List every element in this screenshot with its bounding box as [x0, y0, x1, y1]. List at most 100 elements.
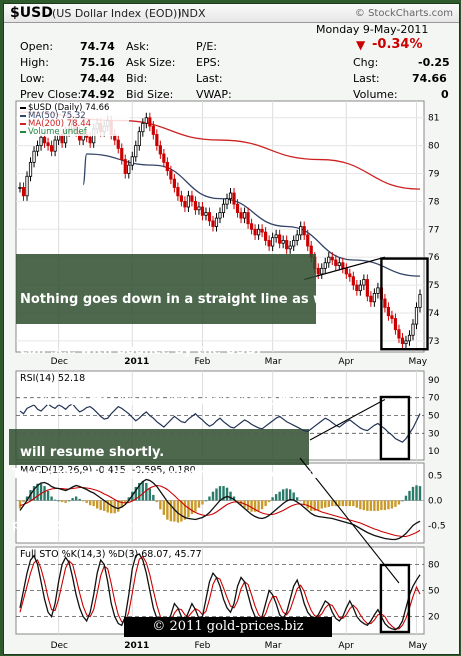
- candle-body: [358, 284, 362, 292]
- candle-body: [151, 125, 155, 135]
- macd-histogram-bar: [71, 498, 74, 501]
- macd-histogram-bar: [236, 500, 239, 502]
- macd-histogram-bar: [81, 500, 85, 502]
- candle-body: [221, 203, 226, 213]
- macd-histogram-bar: [155, 500, 159, 503]
- candle-body: [88, 136, 92, 144]
- macd-histogram-bar: [32, 486, 36, 501]
- macd-histogram-bar: [43, 486, 46, 501]
- macd-histogram-bar: [225, 487, 229, 501]
- candle-body: [383, 298, 387, 308]
- x-axis-month-label: 2011: [124, 357, 149, 367]
- high-label: High:: [20, 56, 49, 69]
- macd-histogram-bar: [39, 483, 43, 501]
- macd-histogram-bar: [285, 488, 288, 501]
- price-annotation-line: Nothing goes down in a straight line as …: [20, 292, 334, 307]
- macd-histogram-bar: [288, 489, 292, 501]
- x-axis-month-label: May: [408, 357, 427, 367]
- macd-histogram-bar: [299, 500, 302, 502]
- prev-close-value: 74.92: [80, 88, 115, 101]
- price-legend-entry: MA(200) 78.44: [28, 119, 91, 129]
- x-axis-month-label: Dec: [51, 641, 68, 651]
- price-legend-entry: MA(50) 75.32: [28, 111, 86, 121]
- macd-histogram-bar: [99, 500, 102, 511]
- ma50-line: [82, 153, 421, 277]
- macd-annotation-pointer: [299, 457, 400, 584]
- candle-body: [49, 145, 54, 152]
- x-axis-month-label: Apr: [338, 357, 354, 367]
- price-annotation-line: However, the 'managed' downward trend: [20, 394, 322, 409]
- macd-histogram-bar: [169, 500, 173, 522]
- legend-swatch: [20, 123, 26, 125]
- macd-histogram-bar: [278, 491, 281, 501]
- macd-histogram-bar: [194, 500, 197, 512]
- candle-body: [32, 150, 36, 163]
- macd-histogram-bar: [352, 500, 355, 507]
- macd-histogram-bar: [92, 500, 95, 507]
- macd-histogram-bar: [173, 500, 176, 523]
- ask-label: Ask:: [126, 40, 150, 53]
- rsi-y-tick-label: 30: [428, 429, 440, 439]
- macd-histogram-bar: [74, 496, 78, 501]
- price-y-tick-label: 81: [428, 114, 439, 124]
- candle-body: [397, 329, 401, 339]
- sto-y-tick-label: 80: [428, 560, 440, 570]
- macd-histogram-bar: [359, 500, 362, 510]
- legend-swatch: [20, 115, 26, 117]
- x-axis-month-label: Mar: [265, 641, 282, 651]
- macd-histogram-bar: [383, 500, 387, 511]
- macd-histogram-bar: [418, 486, 422, 501]
- macd-histogram-bar: [376, 500, 380, 511]
- rsi-y-tick-label: 90: [428, 376, 440, 386]
- candle-body: [39, 136, 43, 147]
- macd-histogram-bar: [306, 500, 309, 509]
- macd-histogram-bar: [53, 499, 57, 501]
- candle-body: [211, 220, 215, 227]
- macd-histogram-bar: [366, 500, 369, 511]
- macd-histogram-bar: [415, 485, 418, 501]
- candle-body: [214, 217, 219, 227]
- prev-close-label: Prev Close:: [20, 88, 82, 101]
- candle-body: [306, 234, 310, 247]
- macd-histogram-bar: [166, 500, 169, 520]
- macd-histogram-bar: [46, 490, 50, 501]
- price-legend-entry: Volume undef: [28, 127, 88, 137]
- candle-body: [249, 223, 254, 230]
- candle-body: [365, 279, 369, 297]
- candle-body: [42, 136, 47, 144]
- macd-histogram-bar: [50, 496, 53, 501]
- macd-histogram-bar: [274, 494, 278, 501]
- percent-change: -0.34%: [372, 37, 423, 52]
- price-highlight-box: [380, 257, 429, 351]
- x-axis-month-label: Feb: [194, 357, 210, 367]
- macd-histogram-bar: [148, 488, 152, 501]
- macd-histogram-bar: [404, 495, 408, 501]
- rsi-y-tick-label: 50: [428, 412, 440, 422]
- last-label: Last:: [196, 72, 223, 85]
- candle-body: [418, 294, 422, 308]
- macd-histogram-bar: [253, 500, 257, 512]
- candle-body: [242, 212, 247, 219]
- candle-body: [176, 187, 180, 197]
- eps-label: EPS:: [196, 56, 221, 69]
- candle-body: [172, 178, 176, 188]
- rsi-annotation: Two days of heading north and the overso…: [12, 432, 334, 551]
- macd-histogram-bar: [127, 497, 130, 501]
- macd-histogram-bar: [295, 497, 299, 501]
- candle-body: [260, 228, 264, 233]
- candle-body: [341, 262, 345, 269]
- price-y-tick-label: 75: [428, 281, 439, 291]
- open-value: 74.74: [80, 40, 115, 53]
- sto-k-line: [19, 553, 421, 631]
- x-axis-month-label: Mar: [265, 357, 282, 367]
- rsi-title: RSI(14) 52.18: [20, 373, 85, 384]
- macd-histogram-bar: [57, 500, 60, 502]
- candle-body: [372, 293, 376, 303]
- stockcharts-logo[interactable]: © StockCharts.com: [354, 8, 453, 19]
- candle-body: [278, 234, 282, 244]
- candle-body: [344, 267, 348, 275]
- candle-body: [137, 131, 141, 147]
- macd-histogram-bar: [222, 486, 225, 501]
- candle-body: [334, 259, 338, 266]
